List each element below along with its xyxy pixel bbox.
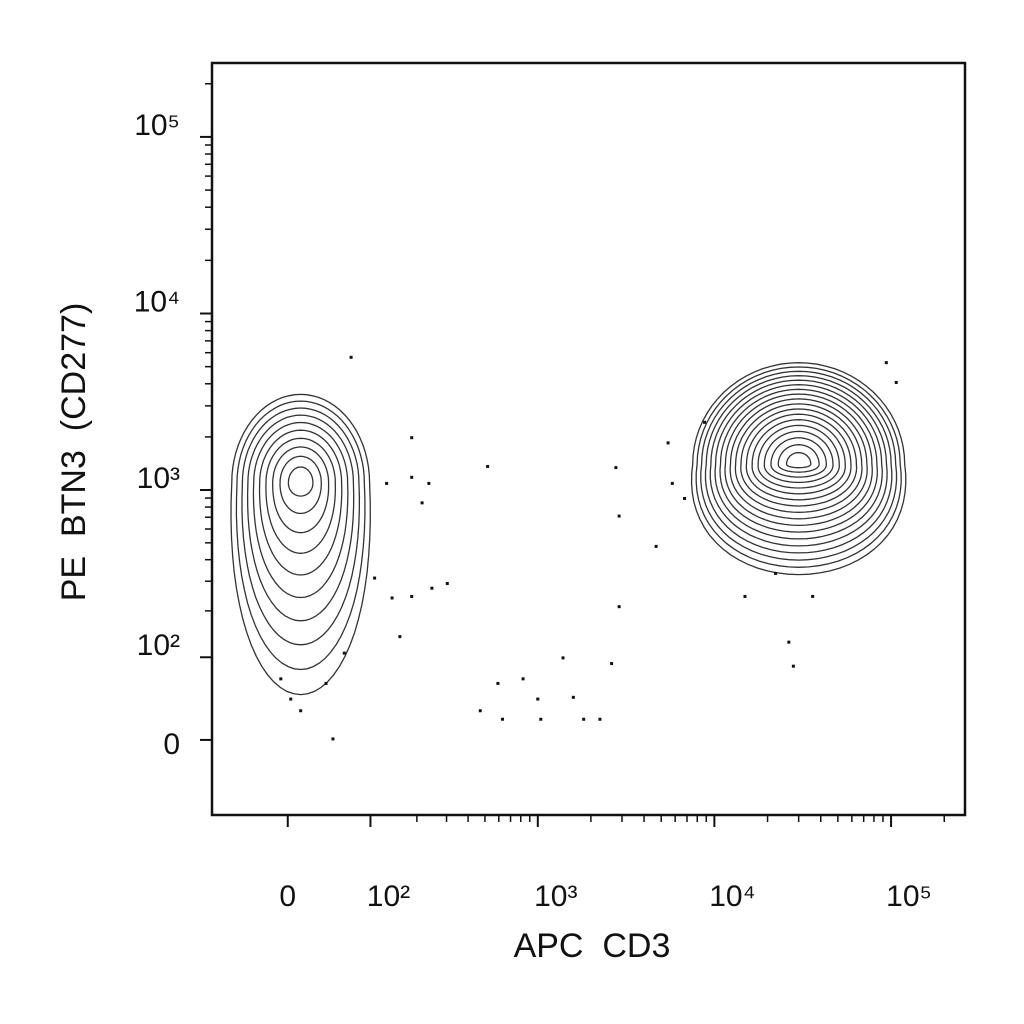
event-dot: [410, 475, 414, 479]
event-dot: [598, 717, 602, 721]
contour-line: [745, 413, 852, 501]
contour-line: [704, 375, 893, 554]
contour-line: [265, 437, 337, 554]
event-dot: [478, 709, 482, 713]
x-tick-label: 10²: [367, 880, 410, 913]
contour-line: [272, 446, 330, 534]
event-dot: [349, 355, 353, 359]
event-dot: [445, 581, 449, 585]
y-tick-label: 10³: [137, 462, 180, 495]
event-dot: [791, 664, 795, 668]
event-dot: [774, 571, 778, 575]
contour-line: [252, 421, 349, 599]
event-dot: [683, 496, 687, 500]
event-dot: [614, 466, 618, 470]
event-dot: [486, 464, 490, 468]
contour-line: [700, 370, 898, 561]
event-dot: [299, 709, 303, 713]
contour-line: [777, 444, 820, 473]
x-tick-label: 10⁵: [886, 880, 932, 913]
event-dot: [324, 681, 328, 685]
contour-line: [729, 398, 868, 520]
contour-line: [287, 466, 314, 497]
contour-line: [258, 429, 343, 576]
event-dot: [617, 605, 621, 609]
event-dot: [617, 514, 621, 518]
event-dot: [373, 576, 377, 580]
event-dot: [571, 695, 575, 699]
contour-line: [719, 388, 878, 533]
event-dot: [539, 717, 543, 721]
contour-line: [690, 362, 907, 576]
contour-line: [241, 407, 361, 646]
event-dot: [884, 361, 888, 365]
event-dot: [582, 717, 586, 721]
event-dot: [430, 586, 434, 590]
event-dot: [521, 677, 525, 681]
y-tick-label: 10⁵: [134, 109, 180, 142]
event-dot: [501, 717, 505, 721]
x-tick-label: 0: [279, 880, 296, 913]
plot-frame: [210, 61, 967, 817]
contour-line: [770, 437, 827, 478]
event-dot: [289, 697, 293, 701]
event-dot: [390, 596, 394, 600]
contour-line: [751, 419, 846, 495]
contour-line: [785, 451, 812, 469]
event-dot: [666, 441, 670, 445]
event-dot: [787, 640, 791, 644]
contour-line: [714, 384, 883, 540]
contour-line: [279, 455, 322, 515]
contour-line: [230, 393, 371, 696]
y-axis-title: PE BTN3 (CD277): [55, 303, 93, 602]
y-tick-label: 10⁴: [134, 285, 180, 318]
event-dot: [427, 481, 431, 485]
event-dot: [410, 436, 414, 440]
x-tick-label: 10⁴: [709, 880, 755, 913]
event-dot: [670, 481, 674, 485]
y-tick-label: 0: [163, 728, 180, 761]
event-dot: [279, 677, 283, 681]
event-dot: [496, 681, 500, 685]
event-dot: [398, 635, 402, 639]
contour-line: [734, 403, 863, 513]
event-dot: [703, 420, 707, 424]
event-dot: [420, 501, 424, 505]
event-dot: [894, 380, 898, 384]
contour-line: [763, 430, 834, 484]
event-dot: [410, 594, 414, 598]
x-tick-label: 10³: [534, 880, 577, 913]
contour-line: [246, 414, 355, 622]
contour-line: [709, 379, 888, 547]
contour-line: [757, 424, 840, 489]
event-dot: [811, 594, 815, 598]
event-dot: [654, 544, 658, 548]
contour-line: [235, 400, 366, 671]
event-dot: [536, 697, 540, 701]
event-dot: [561, 656, 565, 660]
event-dot: [385, 481, 389, 485]
event-dot: [743, 594, 747, 598]
x-axis-title: APC CD3: [514, 927, 671, 965]
y-tick-label: 10²: [137, 629, 180, 662]
contour-line: [724, 393, 873, 527]
contour-line: [740, 408, 858, 507]
event-dot: [331, 737, 335, 741]
contour-line: [695, 366, 902, 568]
event-dot: [342, 651, 346, 655]
event-dot: [610, 662, 614, 666]
